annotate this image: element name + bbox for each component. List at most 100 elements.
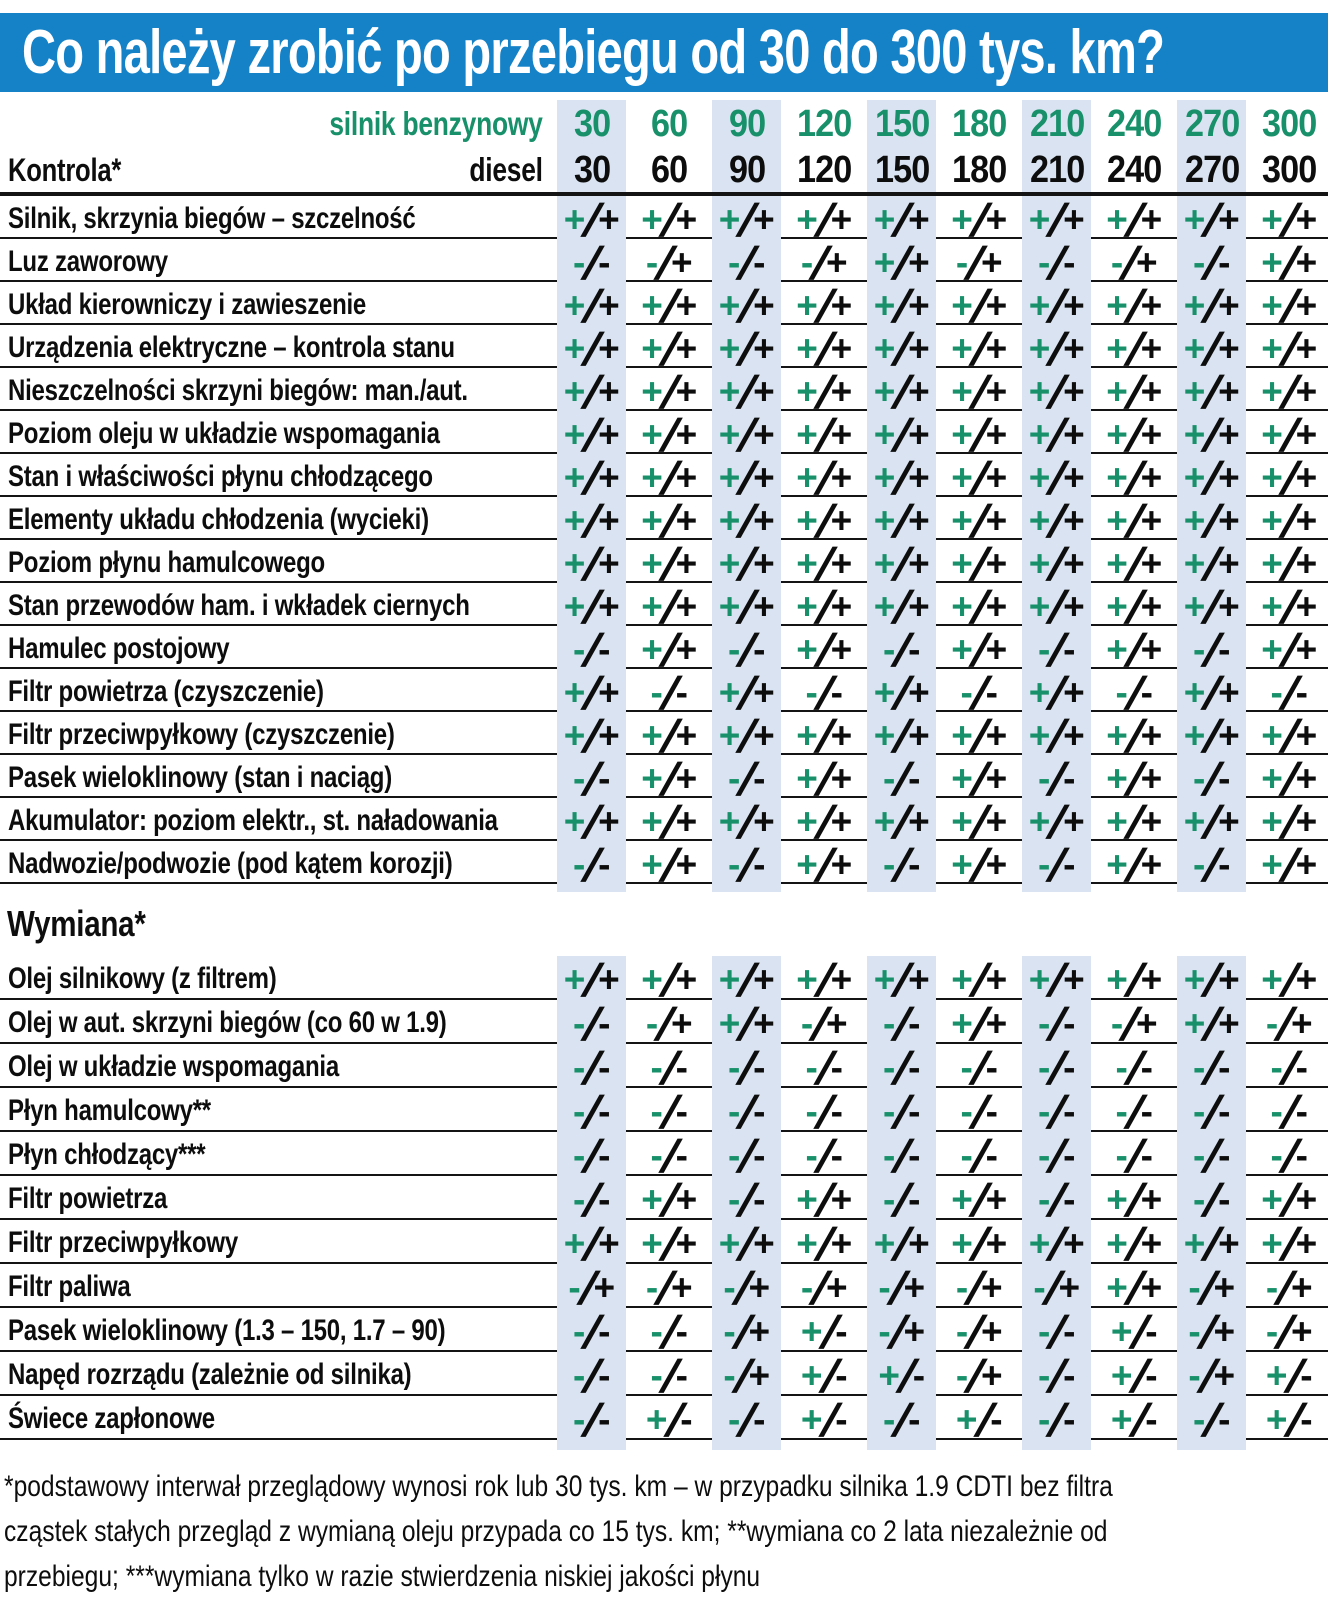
value-cell: - / - [960, 1086, 998, 1138]
value-cell: - / - [1018, 1130, 1096, 1182]
value-cell: + / + [553, 796, 631, 848]
mileage-value: 210 [1018, 100, 1096, 148]
value-cell: + / + [708, 710, 786, 762]
value-cell: - / - [553, 1306, 631, 1358]
row-label: Świece zapłonowe [8, 1402, 215, 1435]
table-row: Akumulator: poziom elektr., st. naładowa… [0, 796, 1328, 848]
header-row-petrol: silnik benzynowy 30 60 90 120 150 180 210 240 27… [0, 100, 1328, 148]
value-cell: - / - [1115, 1086, 1153, 1138]
value-cell: + / + [708, 667, 786, 719]
value-cell: + / + [1018, 409, 1096, 461]
value-cell: + / + [863, 667, 941, 719]
value-cell: + / + [1261, 796, 1318, 848]
page-title: Co należy zrobić po przebiegu od 30 do 3… [22, 18, 1165, 87]
value-cell: - / - [1018, 1086, 1096, 1138]
diesel-engine-label: diesel [469, 151, 544, 188]
value-cell: + / + [1261, 624, 1318, 676]
value-cell: - / - [1173, 1130, 1251, 1182]
value-cell: + / + [641, 1174, 698, 1226]
value-cell: - / - [553, 1086, 631, 1138]
mileage-value: 270 [1173, 148, 1251, 192]
value-cell: - / - [553, 1042, 631, 1094]
value-cell: - / + [863, 1306, 941, 1358]
value-cell: + / + [641, 954, 698, 1006]
title-bar: Co należy zrobić po przebiegu od 30 do 3… [0, 13, 1328, 92]
value-cell: + / + [708, 796, 786, 848]
value-cell: - / - [1115, 667, 1153, 719]
wymiana-section: Olej silnikowy (z filtrem) + / + + / + + / + + / + + /… [0, 954, 1328, 1446]
value-cell: - / + [1265, 1306, 1313, 1358]
value-cell: + / + [1173, 1218, 1251, 1270]
value-cell: + / + [951, 366, 1008, 418]
footnote-line: cząstek stałych przegląd z wymianą oleju… [4, 1514, 1108, 1548]
mileage-value: 150 [863, 100, 941, 148]
row-label: Olej w układzie wspomagania [8, 1050, 339, 1083]
value-cell: + / + [1173, 998, 1251, 1050]
value-cell: - / - [1018, 1174, 1096, 1226]
value-cell: + / - [800, 1350, 848, 1402]
value-cell: - / - [708, 1130, 786, 1182]
mileage-value: 210 [1018, 148, 1096, 192]
value-cell: - / + [800, 237, 848, 289]
value-cell: + / + [1173, 538, 1251, 590]
value-cell: + / + [641, 753, 698, 805]
value-cell: + / + [708, 538, 786, 590]
value-cell: - / + [1265, 998, 1313, 1050]
value-cell: + / + [951, 194, 1008, 246]
value-cell: - / + [553, 1262, 631, 1314]
value-cell: + / + [708, 1218, 786, 1270]
value-cell: - / + [955, 1350, 1003, 1402]
value-cell: + / + [796, 624, 853, 676]
value-cell: + / - [800, 1306, 848, 1358]
value-cell: - / - [1018, 237, 1096, 289]
value-cell: + / + [708, 280, 786, 332]
value-cell: + / + [1018, 280, 1096, 332]
value-cell: + / + [1261, 194, 1318, 246]
value-cell: - / - [553, 1350, 631, 1402]
value-cell: + / + [1106, 452, 1163, 504]
row-label-cell: Układ kierowniczy i zawieszenie [0, 282, 553, 328]
table-row: Płyn hamulcowy** - / - - / - - / - - / - - / - - / - - / - - / -… [0, 1086, 1328, 1138]
value-cell: + / + [796, 796, 853, 848]
value-cell: - / - [1173, 624, 1251, 676]
value-cell: + / + [796, 495, 853, 547]
value-cell: + / + [641, 624, 698, 676]
row-label: Filtr paliwa [8, 1270, 131, 1303]
table-row: Olej silnikowy (z filtrem) + / + + / + + / + + / + + /… [0, 954, 1328, 1006]
value-cell: - / - [650, 1086, 688, 1138]
value-cell: + / + [1018, 1218, 1096, 1270]
value-cell: + / - [800, 1394, 848, 1446]
mileage-value: 150 [863, 148, 941, 192]
value-cell: - / - [863, 839, 941, 891]
row-label: Stan przewodów ham. i wkładek ciernych [8, 589, 470, 622]
value-cell: - / + [1173, 1350, 1251, 1402]
row-label: Napęd rozrządu (zależnie od silnika) [8, 1358, 412, 1391]
mileage-value: 300 [1262, 102, 1317, 145]
value-cell: + / + [641, 409, 698, 461]
value-cell: + / + [1106, 753, 1163, 805]
footnote-line: *podstawowy interwał przeglądowy wynosi … [4, 1469, 1113, 1503]
mileage-value: 240 [1107, 148, 1162, 191]
value-cell: + / + [1261, 323, 1318, 375]
mileage-value: 180 [952, 148, 1007, 191]
value-cell: - / - [708, 237, 786, 289]
value-cell: + / + [1261, 581, 1318, 633]
value-cell: + / - [1110, 1306, 1158, 1358]
table-row: Urządzenia elektryczne – kontrola stanu +… [0, 323, 1328, 375]
value-cell: - / - [650, 1130, 688, 1182]
value-cell: + / + [708, 409, 786, 461]
value-cell: + / + [1261, 237, 1318, 289]
table-row: Stan przewodów ham. i wkładek ciernych + /… [0, 581, 1328, 633]
mileage-value: 60 [651, 148, 688, 191]
row-label-cell: Filtr powietrza (czyszczenie) [0, 669, 553, 715]
value-cell: + / - [645, 1394, 693, 1446]
value-cell: + / + [641, 366, 698, 418]
value-cell: + / + [1106, 1218, 1163, 1270]
value-cell: + / + [1173, 710, 1251, 762]
value-cell: + / + [1173, 796, 1251, 848]
value-cell: + / + [1106, 194, 1163, 246]
value-cell: - / - [1173, 1086, 1251, 1138]
value-cell: - / - [1173, 237, 1251, 289]
value-cell: + / + [1173, 366, 1251, 418]
table-row: Filtr paliwa - / + - / + - / + - / + - / + - / + - / + + / + - / + -… [0, 1262, 1328, 1314]
